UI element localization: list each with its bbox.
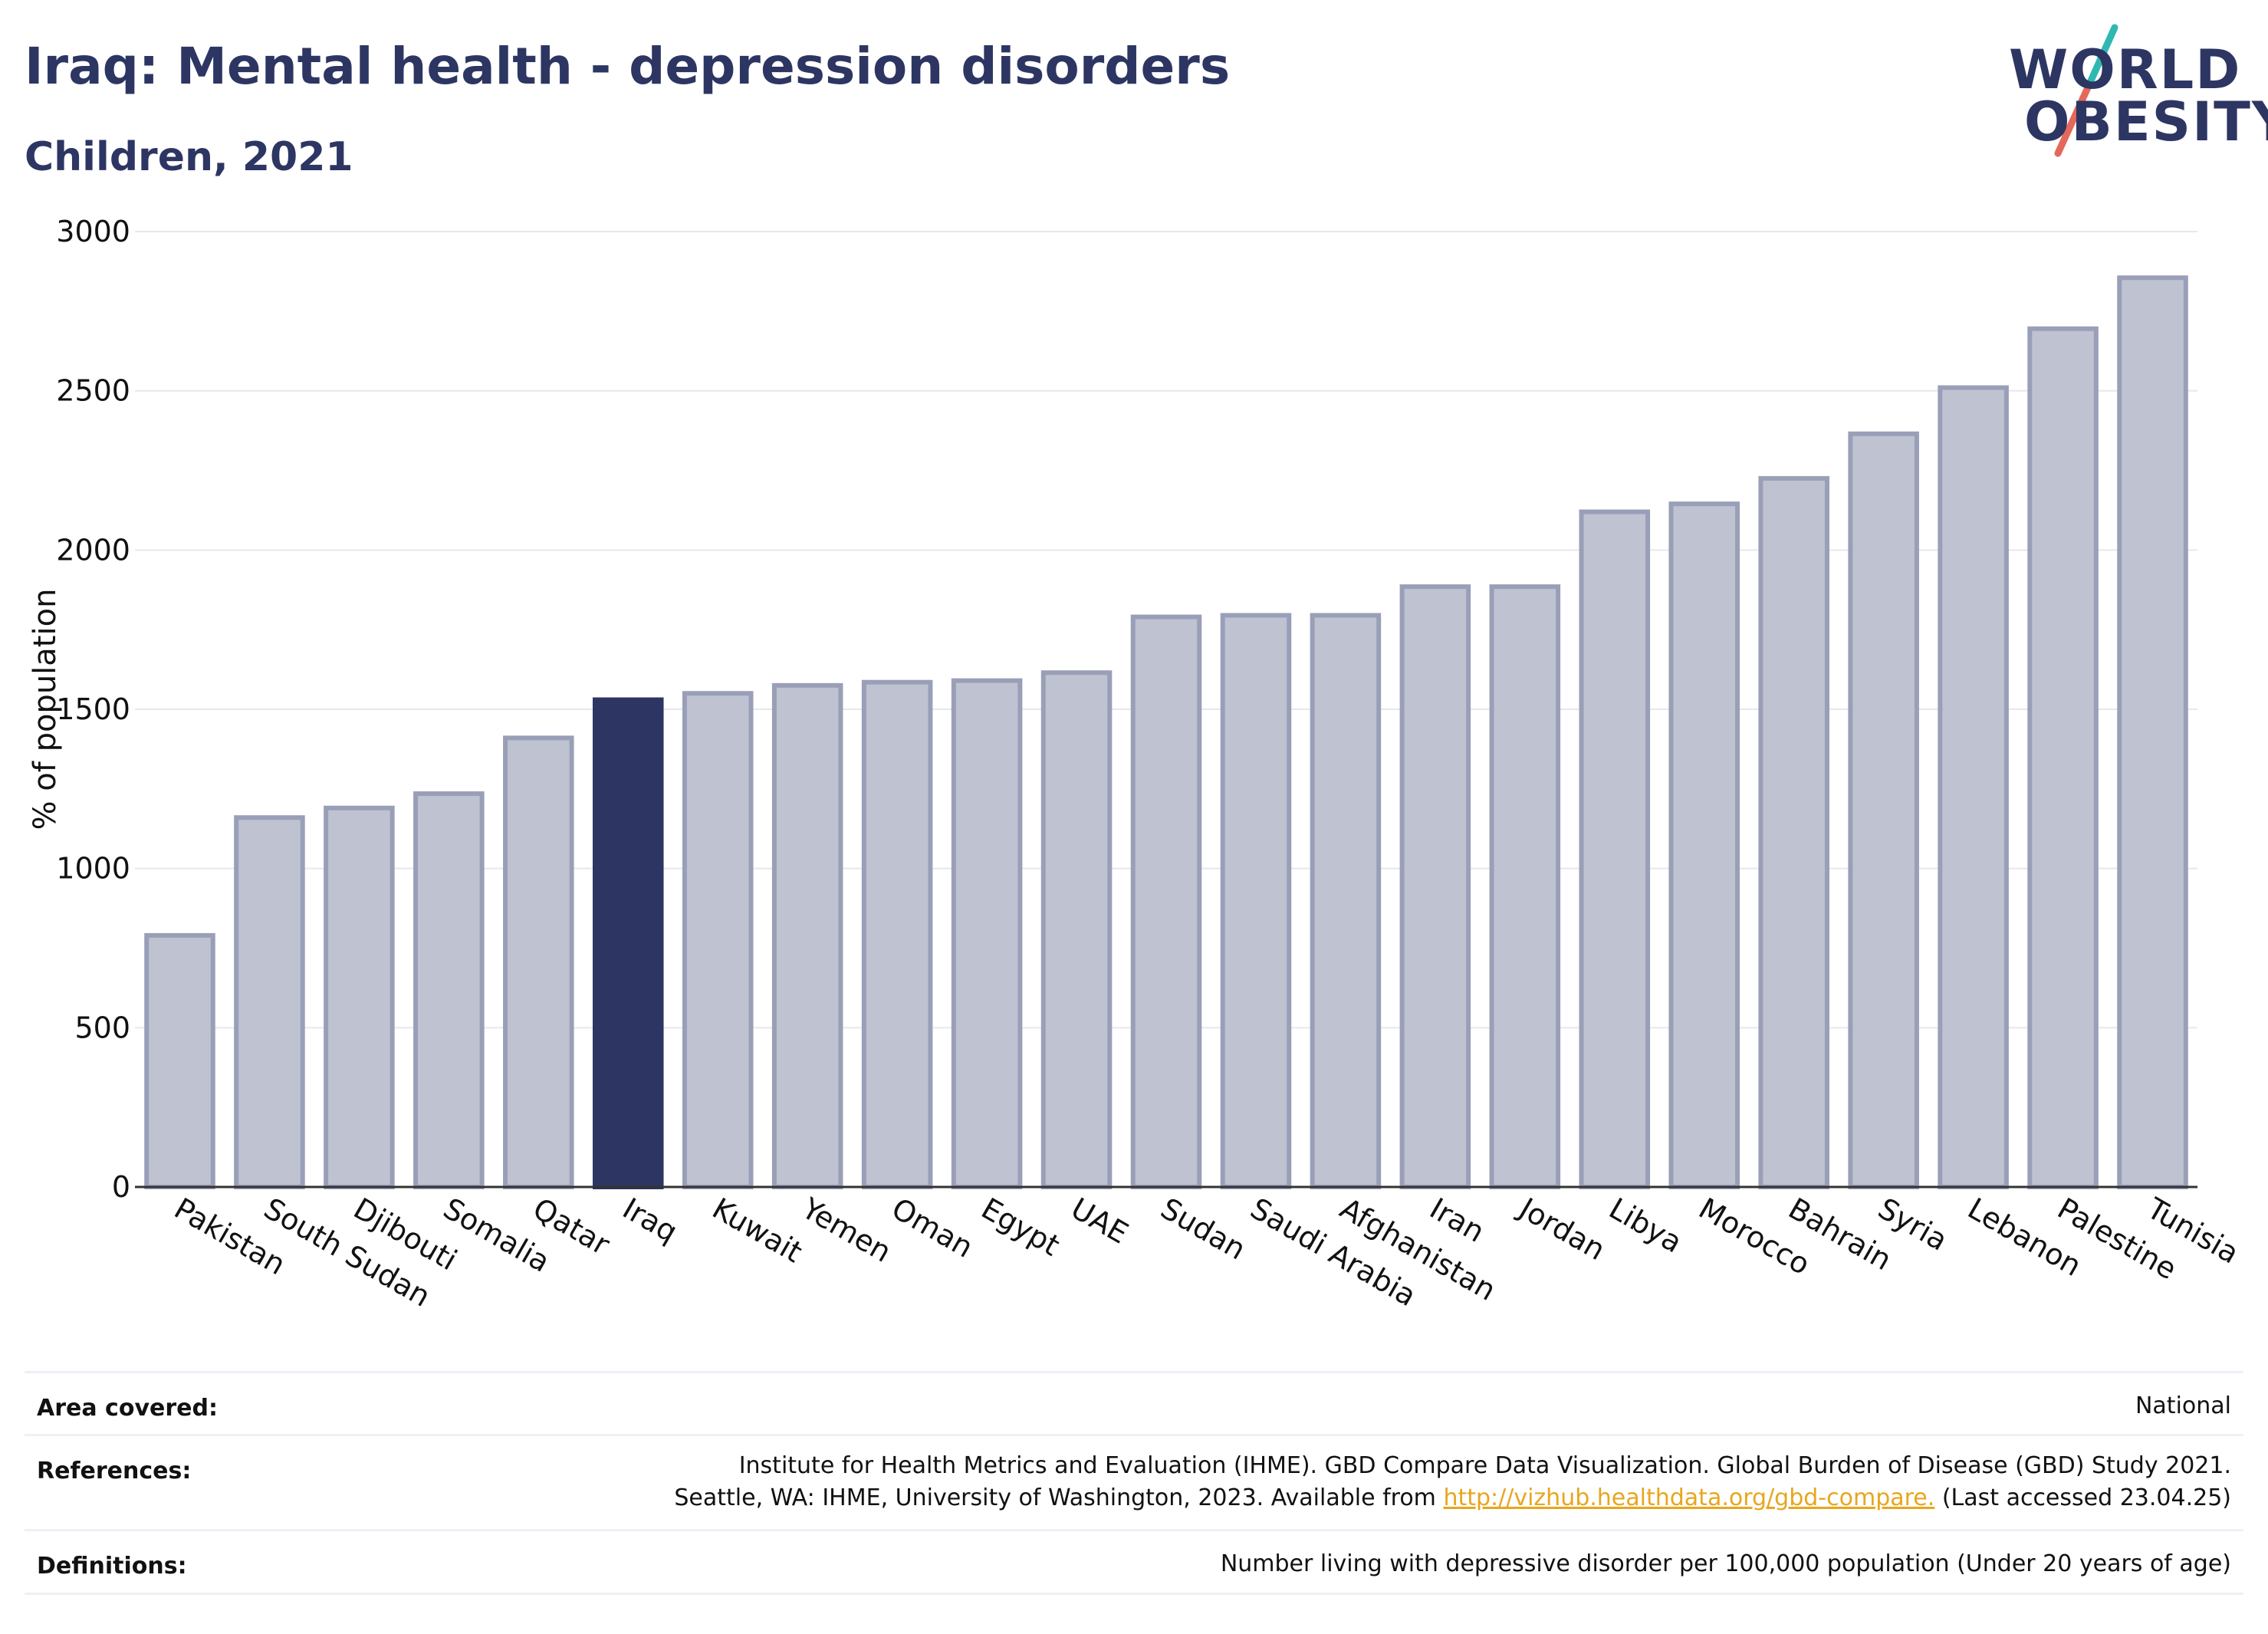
y-tick-label: 1000 — [56, 852, 130, 886]
info-table: Area covered: National References: Insti… — [25, 1371, 2243, 1601]
bar-south-sudan — [234, 815, 305, 1190]
logo-slash-icon — [2054, 24, 2118, 157]
chart-title: Iraq: Mental health - depression disorde… — [25, 37, 1231, 96]
y-tick-label: 2500 — [56, 374, 130, 408]
bar-oman — [861, 679, 933, 1189]
logo-text-world: WORLD — [2009, 38, 2242, 101]
references-line-2-prefix: Seattle, WA: IHME, University of Washing… — [674, 1484, 1444, 1511]
x-tick-label: Iraq — [617, 1192, 683, 1249]
bar-pakistan — [144, 932, 215, 1190]
x-tick-label: Libya — [1603, 1192, 1688, 1260]
bar-somalia — [413, 791, 485, 1189]
bar-iraq — [592, 697, 664, 1189]
world-obesity-logo: WORLD OBESITY — [1978, 23, 2268, 161]
bar-syria — [1848, 431, 1919, 1189]
y-tick-label: 1500 — [56, 692, 130, 726]
definitions-label: Definitions: — [37, 1553, 187, 1580]
definitions-row: Definitions: Number living with depressi… — [25, 1529, 2243, 1595]
x-tick-label: Oman — [886, 1192, 979, 1264]
references-row: References: Institute for Health Metrics… — [25, 1434, 2243, 1531]
bar-iran — [1399, 584, 1471, 1189]
bar-uae — [1040, 670, 1113, 1189]
references-value: Institute for Health Metrics and Evaluat… — [674, 1450, 2231, 1514]
bar-kuwait — [682, 691, 754, 1189]
bar-bahrain — [1758, 475, 1829, 1189]
bar-afghanistan — [1310, 613, 1382, 1189]
bar-sudan — [1130, 614, 1202, 1189]
bar-saudi-arabia — [1220, 613, 1292, 1189]
area-covered-label: Area covered: — [37, 1395, 218, 1422]
bar-palestine — [2027, 326, 2099, 1190]
bar-jordan — [1489, 584, 1561, 1189]
references-label: References: — [37, 1458, 192, 1484]
y-tick-label: 500 — [74, 1011, 130, 1044]
y-axis-ticks: 0 500 1000 1500 2000 2500 3000 — [56, 215, 130, 1204]
x-tick-label: UAE — [1066, 1192, 1134, 1251]
area-covered-row: Area covered: National — [25, 1371, 2243, 1436]
x-tick-label: Kuwait — [707, 1192, 808, 1270]
definitions-value: Number living with depressive disorder p… — [1220, 1550, 2231, 1577]
x-tick-label: Yemen — [796, 1191, 897, 1269]
bar-egypt — [951, 678, 1023, 1189]
bar-qatar — [503, 735, 574, 1189]
bar-lebanon — [1938, 385, 2009, 1190]
bars — [144, 275, 2188, 1190]
references-link[interactable]: http://vizhub.healthdata.org/gbd-compare… — [1443, 1484, 1935, 1511]
logo-text-obesity: OBESITY — [2024, 90, 2268, 153]
area-covered-value: National — [2135, 1392, 2231, 1419]
bar-libya — [1579, 509, 1651, 1189]
bar-yemen — [771, 682, 843, 1189]
bar-tunisia — [2117, 275, 2188, 1189]
x-tick-label: Egypt — [976, 1192, 1066, 1263]
references-line-1: Institute for Health Metrics and Evaluat… — [738, 1452, 2231, 1479]
y-tick-label: 3000 — [56, 215, 130, 248]
x-tick-label: Jordan — [1513, 1191, 1611, 1267]
y-axis-label: % of population — [28, 589, 63, 830]
y-tick-label: 0 — [112, 1170, 130, 1204]
y-tick-label: 2000 — [56, 533, 130, 567]
x-tick-label: Sudan — [1155, 1192, 1252, 1267]
chart-subtitle: Children, 2021 — [25, 134, 353, 180]
references-line-2-suffix: (Last accessed 23.04.25) — [1934, 1484, 2231, 1511]
bar-morocco — [1668, 501, 1740, 1189]
bar-djibouti — [324, 805, 395, 1189]
